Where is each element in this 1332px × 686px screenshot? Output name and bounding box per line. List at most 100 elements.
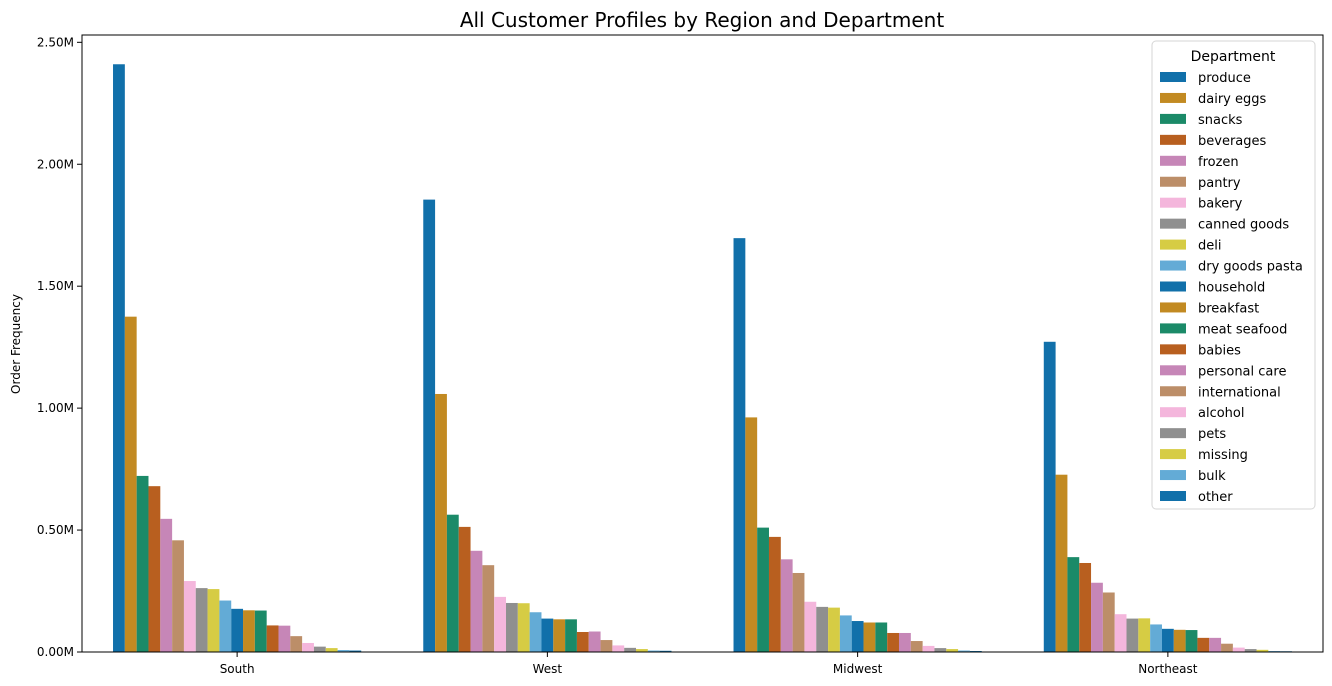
bar-produce-south: [113, 64, 125, 652]
bar-household-west: [541, 618, 554, 652]
legend-swatch: [1160, 281, 1186, 292]
bar-breakfast-west: [553, 619, 566, 652]
bar-dry-goods-pasta-midwest: [839, 615, 852, 652]
bar-canned-goods-west: [506, 602, 518, 652]
legend-label: dry goods pasta: [1198, 260, 1303, 275]
plot-frame: [81, 34, 1324, 653]
bar-bakery-south: [183, 581, 196, 652]
bar-babies-west: [576, 632, 589, 652]
legend-swatch: [1160, 302, 1186, 313]
x-tick-label: South: [220, 662, 255, 676]
legend-label: produce: [1198, 71, 1251, 86]
bar-pantry-midwest: [792, 572, 805, 652]
legend-swatch: [1160, 72, 1186, 82]
bar-dairy-eggs-west: [435, 393, 447, 652]
legend-label: dairy eggs: [1198, 92, 1267, 107]
x-tick-label: Midwest: [833, 662, 883, 676]
legend-items: produce dairy eggs snacks beverages frozen pa…: [1160, 71, 1303, 505]
legend-label: alcohol: [1198, 406, 1244, 421]
x-tick-label: West: [533, 662, 563, 676]
legend-label: household: [1198, 281, 1265, 296]
bar-frozen-midwest: [780, 559, 793, 652]
legend-swatch: [1160, 134, 1186, 145]
legend-swatch: [1160, 218, 1186, 229]
legend-label: pantry: [1198, 176, 1241, 191]
legend-box: [1151, 40, 1316, 510]
bar-produce-midwest: [733, 238, 746, 652]
bar-snacks-west: [446, 514, 459, 652]
bar-deli-midwest: [828, 607, 840, 652]
bar-deli-south: [207, 589, 220, 652]
legend-swatch: [1160, 197, 1186, 208]
bar-pets-south: [313, 646, 326, 652]
bar-personal-care-west: [588, 631, 601, 652]
legend-label: personal care: [1198, 364, 1286, 379]
legend-label: pets: [1198, 427, 1226, 442]
legend-label: bulk: [1198, 469, 1226, 484]
legend-swatch: [1160, 344, 1186, 355]
bar-dairy-eggs-south: [124, 316, 137, 652]
legend-swatch: [1160, 176, 1186, 187]
bar-canned-goods-northeast: [1126, 618, 1139, 652]
legend-label: bakery: [1198, 197, 1243, 212]
y-tick-label: 1.00M: [37, 401, 74, 415]
bar-missing-south: [325, 648, 338, 652]
bar-breakfast-northeast: [1173, 629, 1186, 652]
bar-alcohol-northeast: [1232, 647, 1245, 652]
bar-breakfast-south: [243, 610, 255, 652]
bar-produce-northeast: [1043, 341, 1056, 652]
legend-label: canned goods: [1198, 218, 1289, 233]
bar-bakery-northeast: [1114, 614, 1127, 652]
bar-personal-care-south: [278, 625, 291, 652]
y-tick-label: 2.00M: [37, 157, 74, 171]
bar-bulk-west: [647, 650, 660, 652]
bar-bulk-midwest: [958, 650, 970, 652]
bar-canned-goods-midwest: [816, 606, 829, 652]
legend-label: other: [1198, 490, 1233, 505]
bar-babies-midwest: [887, 632, 899, 652]
legend-swatch: [1160, 155, 1186, 166]
bar-pantry-west: [482, 565, 495, 652]
bar-bakery-midwest: [804, 601, 817, 652]
bar-dry-goods-pasta-south: [219, 600, 232, 652]
bar-babies-south: [266, 625, 279, 652]
bar-beverages-south: [148, 486, 161, 652]
bar-snacks-northeast: [1067, 557, 1080, 652]
bar-international-south: [290, 636, 303, 652]
y-tick-label: 2.50M: [37, 35, 74, 49]
legend-swatch: [1160, 113, 1186, 124]
bar-international-northeast: [1221, 643, 1233, 652]
bar-deli-west: [517, 603, 530, 652]
y-tick-label: 0.50M: [37, 523, 74, 537]
legend-swatch: [1160, 491, 1186, 501]
legend-swatch: [1160, 449, 1186, 460]
x-tick-label: Northeast: [1138, 662, 1198, 676]
legend-label: frozen: [1198, 155, 1239, 170]
bar-meat-seafood-northeast: [1185, 630, 1198, 652]
bar-other-west: [659, 650, 672, 652]
bar-frozen-south: [160, 518, 173, 652]
chart-title: All Customer Profiles by Region and Depa…: [460, 8, 945, 32]
bar-household-midwest: [851, 621, 864, 652]
bar-deli-northeast: [1138, 618, 1151, 652]
legend-label: snacks: [1198, 113, 1243, 128]
bar-snacks-south: [136, 475, 149, 652]
bar-dairy-eggs-midwest: [745, 417, 758, 652]
bar-pantry-south: [172, 540, 184, 652]
bar-frozen-west: [470, 550, 483, 652]
legend-swatch: [1160, 260, 1186, 271]
bar-frozen-northeast: [1091, 582, 1103, 652]
legend-swatch: [1160, 470, 1186, 481]
bar-alcohol-south: [302, 642, 314, 652]
bar-personal-care-northeast: [1209, 637, 1222, 652]
bar-babies-northeast: [1197, 637, 1210, 652]
legend-swatch: [1160, 323, 1186, 334]
bar-pantry-northeast: [1102, 592, 1115, 652]
legend-label: babies: [1198, 343, 1241, 358]
bar-meat-seafood-south: [254, 610, 267, 652]
bar-meat-seafood-midwest: [875, 622, 888, 652]
x-axis: South West Midwest Northeast: [220, 652, 1198, 676]
y-axis-title: Order Frequency: [9, 294, 23, 394]
